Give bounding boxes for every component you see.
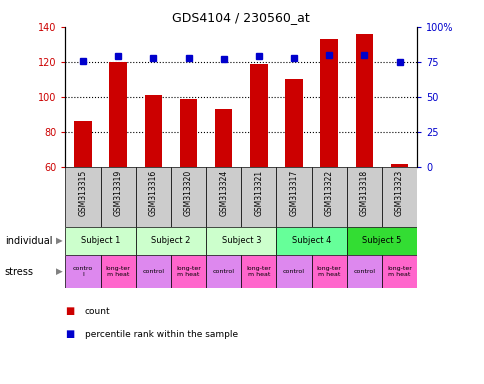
- Text: Subject 3: Subject 3: [221, 237, 260, 245]
- Text: long-ter
m heat: long-ter m heat: [246, 266, 271, 277]
- Bar: [136, 255, 171, 288]
- Text: count: count: [85, 306, 110, 316]
- Bar: [390, 164, 408, 167]
- Bar: [311, 255, 346, 288]
- Text: Subject 2: Subject 2: [151, 237, 190, 245]
- Text: GSM313324: GSM313324: [219, 170, 228, 216]
- Text: Subject 5: Subject 5: [362, 237, 401, 245]
- Bar: [311, 167, 346, 227]
- Bar: [206, 227, 276, 255]
- Bar: [65, 167, 101, 227]
- Title: GDS4104 / 230560_at: GDS4104 / 230560_at: [172, 11, 310, 24]
- Text: GSM313322: GSM313322: [324, 170, 333, 216]
- Bar: [109, 62, 127, 167]
- Bar: [346, 255, 381, 288]
- Bar: [214, 109, 232, 167]
- Text: long-ter
m heat: long-ter m heat: [386, 266, 411, 277]
- Text: GSM313323: GSM313323: [394, 170, 403, 216]
- Bar: [241, 167, 276, 227]
- Text: stress: stress: [5, 266, 34, 277]
- Text: control: control: [283, 269, 304, 274]
- Text: GSM313319: GSM313319: [113, 170, 122, 216]
- Text: ■: ■: [65, 306, 75, 316]
- Bar: [180, 99, 197, 167]
- Text: GSM313316: GSM313316: [149, 170, 158, 216]
- Bar: [276, 227, 346, 255]
- Bar: [136, 227, 206, 255]
- Bar: [101, 167, 136, 227]
- Bar: [144, 95, 162, 167]
- Bar: [381, 255, 416, 288]
- Bar: [241, 255, 276, 288]
- Bar: [206, 167, 241, 227]
- Text: percentile rank within the sample: percentile rank within the sample: [85, 329, 238, 339]
- Bar: [346, 167, 381, 227]
- Bar: [276, 167, 311, 227]
- Text: contro
l: contro l: [73, 266, 93, 277]
- Text: control: control: [353, 269, 375, 274]
- Bar: [381, 167, 416, 227]
- Bar: [136, 167, 171, 227]
- Text: control: control: [142, 269, 164, 274]
- Bar: [206, 255, 241, 288]
- Text: long-ter
m heat: long-ter m heat: [316, 266, 341, 277]
- Bar: [285, 79, 302, 167]
- Text: GSM313320: GSM313320: [183, 170, 193, 216]
- Bar: [250, 64, 267, 167]
- Text: long-ter
m heat: long-ter m heat: [176, 266, 200, 277]
- Text: Subject 4: Subject 4: [291, 237, 331, 245]
- Text: control: control: [212, 269, 234, 274]
- Text: GSM313318: GSM313318: [359, 170, 368, 216]
- Text: GSM313321: GSM313321: [254, 170, 263, 216]
- Text: GSM313317: GSM313317: [289, 170, 298, 216]
- Bar: [74, 121, 91, 167]
- Bar: [320, 39, 337, 167]
- Bar: [355, 34, 372, 167]
- Bar: [65, 255, 101, 288]
- Text: long-ter
m heat: long-ter m heat: [106, 266, 130, 277]
- Bar: [65, 227, 136, 255]
- Text: Subject 1: Subject 1: [81, 237, 120, 245]
- Bar: [346, 227, 416, 255]
- Bar: [101, 255, 136, 288]
- Text: GSM313315: GSM313315: [78, 170, 88, 216]
- Text: individual: individual: [5, 236, 52, 246]
- Bar: [276, 255, 311, 288]
- Bar: [171, 255, 206, 288]
- Text: ■: ■: [65, 329, 75, 339]
- Bar: [171, 167, 206, 227]
